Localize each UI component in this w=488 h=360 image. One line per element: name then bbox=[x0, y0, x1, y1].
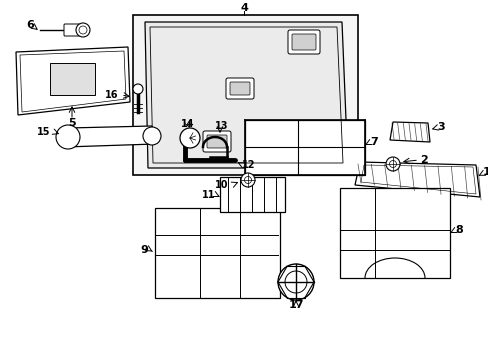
Text: 4: 4 bbox=[240, 3, 247, 13]
Text: 17: 17 bbox=[287, 300, 303, 310]
Text: 11: 11 bbox=[201, 190, 215, 200]
Polygon shape bbox=[339, 188, 449, 278]
Text: 3: 3 bbox=[436, 122, 444, 132]
Text: 5: 5 bbox=[68, 118, 76, 128]
Bar bbox=[133, 15, 357, 175]
Circle shape bbox=[133, 84, 142, 94]
Text: 9: 9 bbox=[140, 245, 148, 255]
Text: 14: 14 bbox=[181, 119, 194, 129]
Text: 6: 6 bbox=[26, 20, 34, 30]
Text: 8: 8 bbox=[454, 225, 462, 235]
Circle shape bbox=[142, 127, 161, 145]
FancyBboxPatch shape bbox=[287, 30, 319, 54]
Circle shape bbox=[76, 23, 90, 37]
Polygon shape bbox=[16, 47, 130, 115]
FancyBboxPatch shape bbox=[64, 24, 80, 36]
Text: 15: 15 bbox=[37, 127, 50, 137]
Polygon shape bbox=[389, 122, 429, 142]
FancyBboxPatch shape bbox=[229, 82, 249, 95]
Text: 2: 2 bbox=[419, 155, 427, 165]
FancyBboxPatch shape bbox=[203, 131, 230, 152]
FancyBboxPatch shape bbox=[206, 135, 226, 148]
Text: 13: 13 bbox=[215, 121, 228, 131]
Polygon shape bbox=[244, 120, 364, 175]
Circle shape bbox=[180, 128, 200, 148]
Text: 16: 16 bbox=[104, 90, 118, 100]
Text: 1: 1 bbox=[482, 167, 488, 177]
FancyBboxPatch shape bbox=[291, 34, 315, 50]
Circle shape bbox=[385, 157, 399, 171]
Bar bbox=[50, 63, 95, 95]
Circle shape bbox=[285, 271, 306, 293]
Polygon shape bbox=[155, 208, 280, 298]
Circle shape bbox=[241, 173, 254, 187]
Polygon shape bbox=[354, 162, 479, 197]
Bar bbox=[220, 177, 285, 212]
Polygon shape bbox=[65, 126, 155, 147]
Polygon shape bbox=[145, 22, 347, 168]
Text: 7: 7 bbox=[369, 137, 377, 147]
Circle shape bbox=[56, 125, 80, 149]
FancyBboxPatch shape bbox=[225, 78, 253, 99]
Circle shape bbox=[278, 264, 313, 300]
Text: 10: 10 bbox=[214, 180, 227, 190]
Text: 12: 12 bbox=[242, 160, 255, 170]
